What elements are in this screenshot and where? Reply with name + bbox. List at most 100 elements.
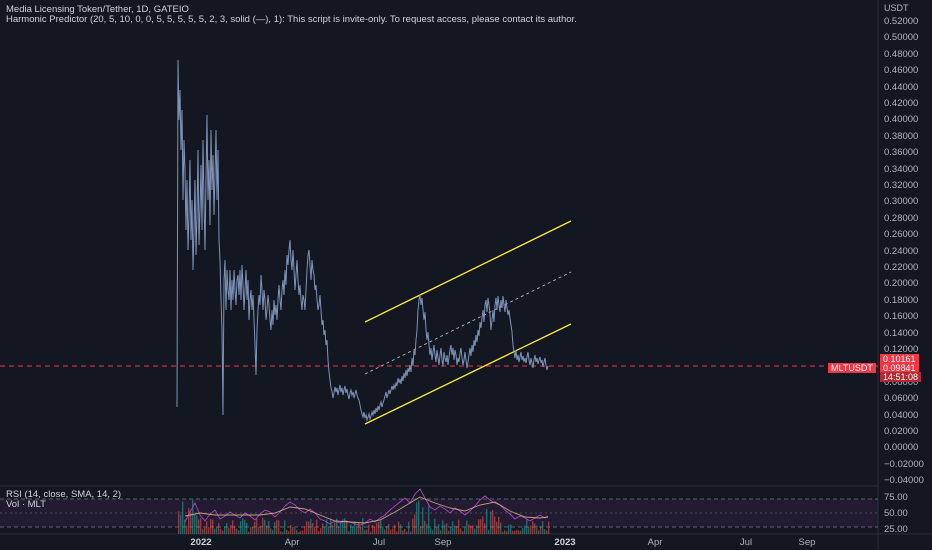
volume-bar	[234, 525, 236, 534]
volume-bar	[542, 521, 544, 534]
price-tick: 0.16000	[884, 311, 919, 323]
volume-bar	[454, 525, 456, 534]
volume-bar	[180, 514, 182, 534]
volume-bar	[358, 521, 360, 534]
volume-bar	[480, 519, 482, 534]
price-tick: 0.32000	[884, 180, 919, 191]
volume-bar	[202, 528, 204, 534]
volume-bar	[538, 530, 540, 534]
volume-bar	[372, 524, 374, 534]
volume-bar	[366, 529, 368, 534]
volume-bar	[492, 509, 494, 534]
volume-bar	[490, 511, 492, 534]
volume-bar	[500, 522, 502, 534]
volume-bar	[520, 530, 522, 534]
volume-bar	[328, 526, 330, 534]
volume-bar	[362, 518, 364, 534]
price-tick: −0.02000	[884, 458, 924, 470]
volume-bar	[402, 530, 404, 534]
volume-bar	[278, 520, 280, 534]
indicator-label[interactable]: Harmonic Predictor (20, 5, 10, 0, 0, 5, …	[6, 14, 577, 25]
chart-title: Media Licensing Token/Tether, 1D, GATEIO	[6, 4, 189, 15]
volume-bar	[474, 528, 476, 534]
volume-bar	[318, 531, 320, 534]
volume-bar	[348, 530, 350, 534]
volume-bar	[322, 523, 324, 534]
price-tick: 0.00000	[884, 442, 919, 454]
price-badge-upper: 0.10161	[880, 354, 919, 364]
volume-bar	[320, 527, 322, 534]
price-tick: 0.46000	[884, 65, 919, 77]
volume-bar	[260, 525, 262, 534]
price-tick: 0.42000	[884, 98, 919, 109]
volume-bar	[478, 519, 480, 534]
price-tick: 0.26000	[884, 229, 919, 241]
volume-bar	[354, 521, 356, 534]
volume-bar	[398, 521, 400, 534]
volume-bar	[374, 526, 376, 534]
volume-bar	[232, 520, 234, 534]
volume-bar	[188, 507, 190, 534]
volume-bar	[204, 527, 206, 534]
volume-bar	[326, 519, 328, 534]
volume-bar	[248, 531, 250, 534]
volume-bar	[450, 526, 452, 534]
volume-bar	[396, 531, 398, 534]
volume-bar	[508, 525, 510, 534]
volume-bar	[458, 519, 460, 534]
price-tick: 0.06000	[884, 393, 919, 405]
rsi-label[interactable]: RSI (14, close, SMA, 14, 2)	[6, 489, 122, 500]
volume-bar	[526, 519, 528, 534]
price-tick: 0.48000	[884, 48, 919, 60]
price-tick: 0.28000	[884, 212, 919, 224]
volume-bar	[346, 520, 348, 534]
volume-bar	[422, 507, 424, 534]
volume-bar	[258, 526, 260, 534]
price-tick: −0.04000	[884, 475, 924, 487]
volume-bar	[294, 527, 296, 534]
volume-bar	[296, 530, 298, 534]
channel-upper-line	[364, 220, 572, 323]
volume-bar	[206, 521, 208, 534]
symbol-badge: MLTUSDT	[828, 363, 876, 373]
volume-bar	[546, 530, 548, 534]
volume-bar	[384, 529, 386, 534]
volume-bar	[428, 505, 430, 534]
volume-bar	[254, 521, 256, 534]
volume-bar	[352, 526, 354, 534]
volume-bar	[414, 514, 416, 534]
volume-bar	[510, 524, 512, 534]
volume-bar	[530, 525, 532, 534]
volume-label[interactable]: Vol · MLT	[6, 499, 46, 510]
volume-bar	[418, 500, 420, 534]
volume-bar	[230, 525, 232, 534]
volume-bar	[488, 529, 490, 534]
rsi-axis-25: 25.00	[884, 524, 908, 535]
volume-bar	[262, 518, 264, 534]
volume-bar	[378, 521, 380, 534]
volume-bar	[220, 528, 222, 534]
time-tick: Apr	[284, 537, 300, 548]
volume-bar	[496, 521, 498, 534]
channel-mid-line	[364, 271, 572, 375]
volume-bar	[212, 519, 214, 534]
volume-bar	[440, 530, 442, 534]
volume-bar	[256, 518, 258, 534]
volume-bar	[498, 516, 500, 534]
volume-bar	[218, 522, 220, 534]
volume-bar	[222, 530, 224, 534]
volume-bar	[446, 523, 448, 534]
price-tick: 0.12000	[884, 344, 919, 355]
volume-bar	[336, 518, 338, 534]
volume-bar	[272, 529, 274, 534]
volume-bar	[470, 525, 472, 534]
time-tick: Jul	[739, 537, 753, 548]
volume-bar	[528, 526, 530, 534]
volume-bar	[452, 521, 454, 534]
volume-bar	[442, 520, 444, 534]
price-tick: 0.44000	[884, 81, 919, 93]
volume-bar	[536, 525, 538, 534]
volume-bar	[178, 511, 180, 534]
volume-bars	[178, 499, 550, 534]
